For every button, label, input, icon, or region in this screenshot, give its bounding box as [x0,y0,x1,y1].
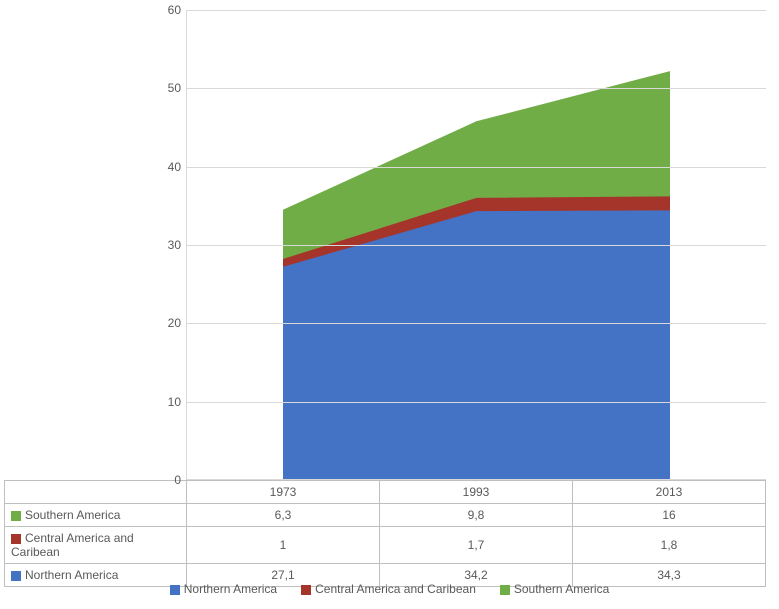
legend-item: Central America and Caribean [301,582,476,596]
legend-swatch [11,511,21,521]
data-cell: 1,7 [380,527,573,564]
gridline [187,402,766,403]
gridline [187,323,766,324]
data-cell: 1,8 [573,527,766,564]
table-row: Central America and Caribean11,71,8 [5,527,766,564]
data-table: 197319932013 Southern America6,39,816Cen… [4,480,766,587]
table-row: Southern America6,39,816 [5,504,766,527]
gridline [187,167,766,168]
y-tick-label: 50 [151,81,181,95]
gridline [187,88,766,89]
y-tick-label: 40 [151,160,181,174]
data-cell: 6,3 [187,504,380,527]
legend-swatch [11,534,21,544]
chart-container: 197319932013 Southern America6,39,816Cen… [0,0,779,609]
col-header: 1973 [187,481,380,504]
gridline [187,10,766,11]
y-tick-label: 20 [151,316,181,330]
row-header: Central America and Caribean [5,527,187,564]
legend-item: Northern America [170,582,277,596]
gridline [187,245,766,246]
col-header: 2013 [573,481,766,504]
data-cell: 9,8 [380,504,573,527]
y-tick-label: 0 [151,473,181,487]
plot-area [186,10,766,480]
data-cell: 1 [187,527,380,564]
table-header-row: 197319932013 [5,481,766,504]
legend-swatch [170,585,180,595]
y-tick-label: 30 [151,238,181,252]
legend-swatch [500,585,510,595]
legend-swatch [301,585,311,595]
legend-swatch [11,571,21,581]
y-tick-label: 10 [151,395,181,409]
y-tick-label: 60 [151,3,181,17]
bottom-legend: Northern America Central America and Cari… [0,582,779,596]
row-header: Southern America [5,504,187,527]
data-cell: 16 [573,504,766,527]
area-series [284,211,670,479]
legend-item: Southern America [500,582,609,596]
col-header: 1993 [380,481,573,504]
